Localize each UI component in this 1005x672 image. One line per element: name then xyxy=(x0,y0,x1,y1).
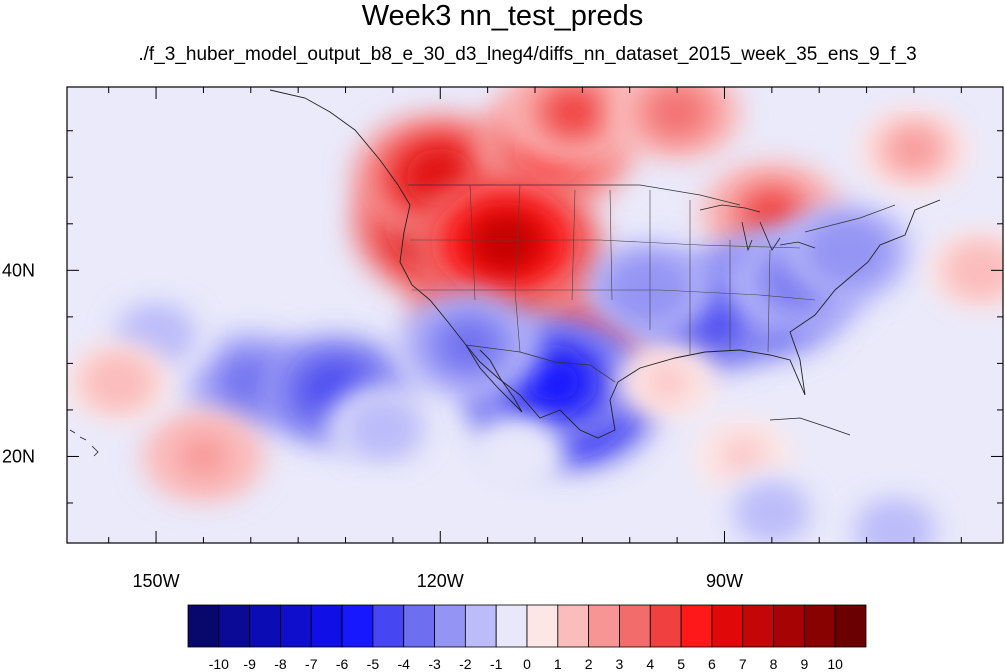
north-america-coastline xyxy=(269,89,941,439)
coastlines xyxy=(69,89,941,457)
colorbar-label: 0 xyxy=(523,656,531,672)
anomaly-region xyxy=(439,320,498,369)
colorbar-swatch xyxy=(619,604,651,648)
colorbar-swatch xyxy=(280,604,312,648)
chart-subtitle: ./f_3_huber_model_output_b8_e_30_d3_lneg… xyxy=(138,44,917,65)
anomaly-region xyxy=(96,364,140,400)
colorbar-swatch xyxy=(434,604,466,648)
anomaly-region xyxy=(723,439,764,473)
y-tick-label: 20N xyxy=(2,446,35,466)
anomaly-region xyxy=(360,409,407,448)
x-tick-label: 120W xyxy=(417,571,464,591)
political-borders xyxy=(408,184,896,383)
colorbar-swatches xyxy=(187,604,867,648)
colorbar-swatch xyxy=(711,604,744,648)
colorbar-label: 1 xyxy=(554,656,562,672)
colorbar: -10 -9 -8 -7 -6 -5 -4 -3 -2 -1 0 1 2 3 4… xyxy=(187,604,867,672)
y-tick-label: 40N xyxy=(2,260,35,280)
x-tick-label: 150W xyxy=(133,571,180,591)
baja-california-coastline xyxy=(465,344,523,413)
colorbar-swatch xyxy=(464,604,497,648)
colorbar-label: 5 xyxy=(677,656,685,672)
colorbar-label: 7 xyxy=(739,656,747,672)
colorbar-swatch xyxy=(834,604,867,648)
colorbar-swatch xyxy=(372,604,405,648)
anomaly-region xyxy=(622,267,675,311)
colorbar-label: 10 xyxy=(827,656,843,672)
colorbar-labels: -10 -9 -8 -7 -6 -5 -4 -3 -2 -1 0 1 2 3 4… xyxy=(209,656,843,672)
map-panel xyxy=(66,86,1004,544)
colorbar-swatch xyxy=(403,604,435,648)
anomaly-region xyxy=(544,88,602,137)
anomaly-region xyxy=(468,210,545,274)
colorbar-swatch xyxy=(649,604,682,648)
colorbar-swatch xyxy=(495,604,528,648)
anomaly-region xyxy=(519,353,589,412)
colorbar-swatch xyxy=(341,604,374,648)
colorbar-swatch xyxy=(249,604,281,648)
us-state-lines xyxy=(410,184,816,355)
colorbar-label: 8 xyxy=(770,656,778,672)
colorbar-label: 9 xyxy=(800,656,808,672)
axis-ticks xyxy=(67,87,1003,543)
colorbar-label: -3 xyxy=(428,656,441,672)
map-frame xyxy=(66,86,1004,544)
colorbar-label: -7 xyxy=(305,656,318,672)
anomaly-region xyxy=(872,511,918,543)
anomaly-region xyxy=(750,494,794,531)
colorbar-swatch xyxy=(526,604,559,648)
colorbar-label: -10 xyxy=(209,656,229,672)
anomaly-region xyxy=(496,439,536,473)
anomaly-region xyxy=(743,190,801,239)
anomaly-region xyxy=(133,316,179,355)
colorbar-label: -9 xyxy=(243,656,256,672)
colorbar-label: -5 xyxy=(367,656,380,672)
great-lakes xyxy=(699,204,816,252)
colorbar-swatch xyxy=(218,604,251,648)
cuba-coastline xyxy=(769,417,851,436)
colorbar-swatch xyxy=(557,604,590,648)
colorbar-swatch xyxy=(310,604,343,648)
y-axis-labels: 20N 40N xyxy=(2,260,35,466)
anomaly-field xyxy=(67,87,1003,543)
colorbar-swatch xyxy=(742,604,774,648)
anomaly-region xyxy=(179,436,228,477)
colorbar-swatch xyxy=(588,604,620,648)
colorbar-label: 2 xyxy=(585,656,593,672)
us-mexico-border xyxy=(465,344,616,383)
colorbar-label: 6 xyxy=(708,656,716,672)
x-tick-label: 90W xyxy=(706,571,743,591)
colorbar-swatch xyxy=(187,604,220,648)
colorbar-label: 3 xyxy=(616,656,624,672)
hawaii-islands xyxy=(69,429,99,457)
colorbar-label: -2 xyxy=(459,656,472,672)
colorbar-label: -6 xyxy=(336,656,349,672)
colorbar-swatch xyxy=(803,604,836,648)
chart-title: Week3 nn_test_preds xyxy=(361,0,644,32)
colorbar-label: -8 xyxy=(274,656,287,672)
anomaly-region xyxy=(651,90,703,134)
colorbar-label: -4 xyxy=(398,656,411,672)
colorbar-label: 4 xyxy=(646,656,654,672)
x-axis-labels: 150W 120W 90W xyxy=(133,571,743,591)
colorbar-label: -1 xyxy=(490,656,503,672)
colorbar-swatch xyxy=(773,604,805,648)
colorbar-swatch xyxy=(680,604,713,648)
anomaly-region xyxy=(958,252,1002,289)
us-canada-border xyxy=(408,184,896,233)
anomaly-region xyxy=(647,365,688,399)
anomaly-region xyxy=(821,230,874,274)
anomaly-region xyxy=(891,130,937,169)
